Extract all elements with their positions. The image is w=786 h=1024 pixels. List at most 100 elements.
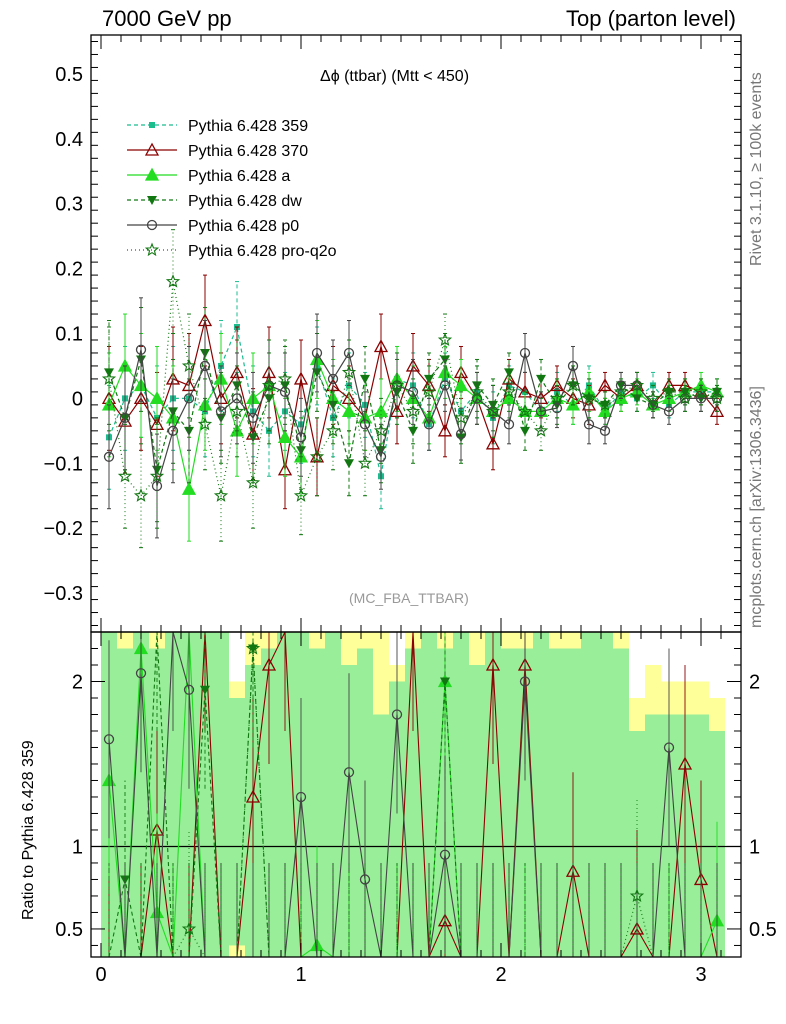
data-point <box>709 390 725 405</box>
ratio-point <box>295 791 307 803</box>
data-point <box>536 374 546 384</box>
data-point <box>629 377 645 392</box>
data-point <box>215 406 227 417</box>
data-point <box>597 378 613 392</box>
y-tick-label: 0.5 <box>55 64 83 86</box>
band-inner <box>645 714 661 957</box>
data-point <box>501 384 517 399</box>
data-point <box>597 397 613 411</box>
ratio-point <box>519 676 531 687</box>
data-point <box>135 344 147 355</box>
data-point <box>359 419 371 430</box>
band-inner <box>325 632 341 957</box>
data-point <box>423 419 435 430</box>
data-point <box>245 475 261 489</box>
data-point <box>293 371 309 385</box>
band-inner <box>549 648 565 957</box>
legend-label: Pythia 6.428 p0 <box>188 218 299 235</box>
data-point <box>325 423 341 437</box>
data-point <box>535 406 547 417</box>
axes: 0 1 2 3 −0.3 −0.2 −0.1 0 0.1 0.2 0.3 0.4 0.5 0.5 0.5 1 1… <box>44 34 777 986</box>
series-4 <box>103 297 723 539</box>
data-point <box>373 423 389 437</box>
ratio-point <box>245 789 261 803</box>
data-point <box>485 436 501 450</box>
x-tick-label: 2 <box>495 964 506 986</box>
data-point <box>373 339 389 353</box>
header-energy: 7000 GeV pp <box>102 6 232 31</box>
ratio-point <box>439 849 451 860</box>
data-point <box>341 404 357 418</box>
data-point <box>309 449 325 463</box>
data-point <box>295 432 307 443</box>
data-point <box>229 403 245 418</box>
plot-title: Δϕ (ttbar) (Mtt < 450) <box>320 68 470 85</box>
data-point <box>599 425 611 436</box>
data-point <box>693 384 709 399</box>
data-point <box>133 488 149 502</box>
ratio-y-tick-label: 2 <box>72 671 83 693</box>
header-process: Top (parton level) <box>566 6 736 31</box>
data-point <box>581 390 597 405</box>
series-line <box>108 352 718 470</box>
legend-label: Pythia 6.428 a <box>188 168 290 185</box>
legend-marker <box>144 167 160 181</box>
ratio-point <box>343 767 355 778</box>
ratio-y-tick-label-right: 1 <box>749 836 760 858</box>
ratio-point <box>391 709 403 720</box>
data-point <box>424 374 434 384</box>
data-point <box>149 468 165 483</box>
data-point <box>279 386 291 398</box>
x-tick-label: 0 <box>95 964 106 986</box>
y-tick-label: 0.3 <box>55 194 83 216</box>
data-point <box>103 451 115 462</box>
data-point <box>277 429 293 443</box>
data-point <box>405 403 421 418</box>
data-point <box>549 390 565 405</box>
data-point <box>183 393 195 404</box>
data-point <box>357 455 373 470</box>
data-point <box>453 378 469 392</box>
ratio-point <box>677 756 693 770</box>
data-point <box>327 373 339 385</box>
data-point <box>197 416 213 431</box>
ratio-point <box>181 921 197 935</box>
data-point <box>437 332 453 346</box>
ratio-point <box>183 684 195 695</box>
data-point <box>615 380 627 391</box>
ratio-point <box>440 677 450 687</box>
data-point <box>277 371 293 386</box>
data-point <box>533 423 549 437</box>
legend-label: Pythia 6.428 pro-q2o <box>188 243 337 260</box>
series-line <box>108 349 717 487</box>
data-point <box>101 371 117 386</box>
data-point <box>645 390 661 405</box>
band-inner <box>405 648 421 957</box>
data-point <box>485 403 501 418</box>
data-point <box>453 410 469 424</box>
legend-label: Pythia 6.428 dw <box>188 193 302 210</box>
y-tick-label: −0.1 <box>44 453 83 475</box>
ratio-point <box>359 874 371 885</box>
band-inner <box>261 648 277 957</box>
data-point <box>360 374 370 384</box>
data-point <box>341 364 357 379</box>
data-point <box>247 412 259 424</box>
data-point <box>117 468 133 483</box>
ratio-y-tick-label-right: 0.5 <box>749 919 777 941</box>
data-point <box>469 384 485 399</box>
data-point <box>165 274 181 288</box>
data-point <box>311 347 323 359</box>
y-tick-label: −0.3 <box>44 583 83 605</box>
data-point <box>613 384 629 399</box>
legend-marker <box>144 142 160 156</box>
data-point <box>149 391 165 405</box>
data-point <box>261 377 277 392</box>
data-point <box>663 406 675 417</box>
ratio-point <box>200 685 210 695</box>
band-inner <box>581 632 597 957</box>
series-5 <box>101 229 725 549</box>
legend-marker <box>149 122 155 128</box>
legend: Pythia 6.428 359 Pythia 6.428 370 Pythia 6… <box>127 118 337 260</box>
